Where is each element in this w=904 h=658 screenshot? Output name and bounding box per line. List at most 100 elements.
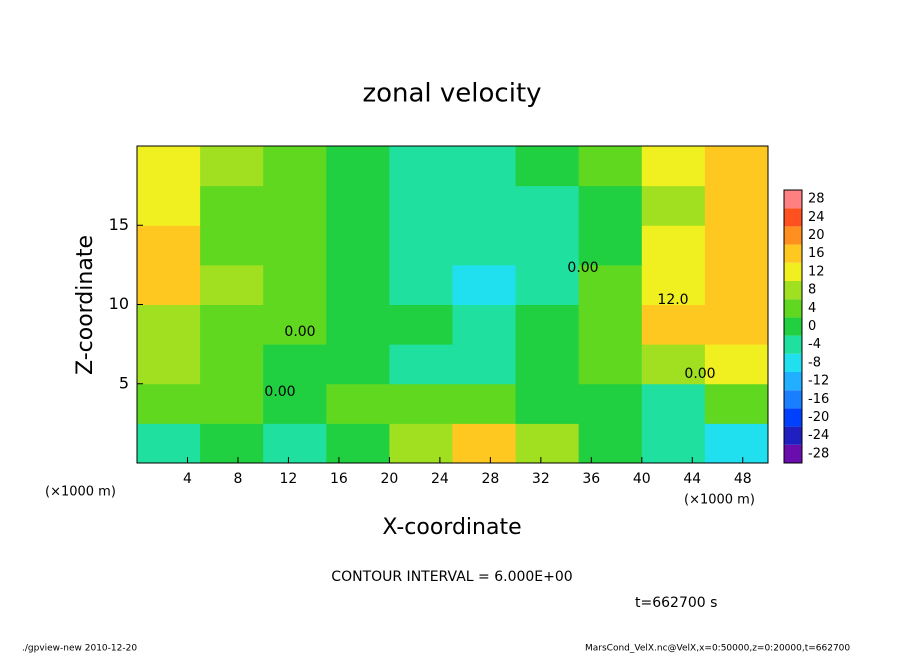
colorbar-swatch [784, 408, 802, 427]
cell [578, 344, 643, 385]
colorbar-swatch [784, 299, 802, 318]
colorbar-swatch [784, 372, 802, 391]
cell [389, 185, 453, 226]
cell [326, 383, 390, 424]
cell [641, 225, 706, 266]
cell [515, 264, 580, 305]
colorbar-swatch [784, 281, 802, 300]
cell [389, 304, 453, 345]
cell [263, 146, 327, 187]
cell [200, 304, 264, 345]
contour-label: 12.0 [657, 292, 688, 308]
y-axis-label: Z-coordinate [73, 235, 98, 375]
cell [200, 344, 264, 385]
cell [389, 146, 453, 187]
colorbar-label: 12 [808, 264, 825, 279]
colorbar-label: 16 [808, 246, 825, 261]
cell [704, 264, 769, 305]
y-unit: (×1000 m) [684, 493, 755, 508]
colorbar-label: -20 [808, 410, 829, 425]
cell [641, 344, 706, 385]
cell [200, 264, 264, 305]
cell [137, 146, 201, 187]
cell [326, 225, 390, 266]
colorbar-label: 28 [808, 192, 825, 207]
cell [452, 185, 517, 226]
colorbar-swatch [784, 190, 802, 209]
time-label: t=662700 s [635, 595, 717, 611]
x-tick-label: 40 [633, 471, 651, 487]
cell [263, 185, 327, 226]
cell [263, 423, 327, 464]
colorbar-swatch [784, 390, 802, 409]
cell [263, 264, 327, 305]
cell [704, 146, 769, 187]
cell [263, 225, 327, 266]
cell [578, 383, 643, 424]
contour-interval: CONTOUR INTERVAL = 6.000E+00 [331, 569, 572, 585]
cell [704, 225, 769, 266]
colorbar-swatch [784, 426, 802, 445]
x-tick-label: 28 [481, 471, 499, 487]
colorbar-label: -28 [808, 446, 829, 461]
x-tick-label: 24 [431, 471, 449, 487]
cell [200, 225, 264, 266]
cell [137, 344, 201, 385]
colorbar-label: -16 [808, 392, 829, 407]
cell [641, 146, 706, 187]
cell [389, 423, 453, 464]
cell [515, 423, 580, 464]
colorbar-swatch [784, 444, 802, 463]
cell [515, 146, 580, 187]
colorbar-swatch [784, 262, 802, 281]
colorbar-label: 4 [808, 301, 816, 316]
cell [641, 185, 706, 226]
cell [326, 185, 390, 226]
x-tick-label: 16 [330, 471, 348, 487]
cell [200, 423, 264, 464]
cell [137, 423, 201, 464]
x-axis-label: X-coordinate [382, 515, 521, 540]
colorbar-swatch [784, 335, 802, 354]
colorbar-label: -24 [808, 428, 829, 443]
cell [200, 146, 264, 187]
cell [578, 264, 643, 305]
x-tick-label: 12 [280, 471, 298, 487]
cell [704, 423, 769, 464]
cell [137, 185, 201, 226]
colorbar-swatch [784, 226, 802, 245]
y-tick-label: 5 [119, 373, 129, 392]
cell [137, 383, 201, 424]
cell [326, 146, 390, 187]
x-unit: (×1000 m) [45, 485, 116, 500]
colorbar-label: 24 [808, 210, 825, 225]
colorbar-label: -8 [808, 355, 821, 370]
cell [389, 383, 453, 424]
cell [515, 344, 580, 385]
cell [452, 423, 517, 464]
cell [452, 225, 517, 266]
colorbar-label: -12 [808, 374, 829, 389]
cell [452, 264, 517, 305]
cell [578, 146, 643, 187]
cell [452, 304, 517, 345]
colorbar-label: 8 [808, 283, 816, 298]
x-tick-label: 8 [233, 471, 242, 487]
y-tick-label: 15 [109, 215, 129, 234]
cell [263, 383, 327, 424]
colorbar-label: -4 [808, 337, 821, 352]
cell [263, 304, 327, 345]
colorbar-swatch [784, 353, 802, 372]
cell [326, 304, 390, 345]
cell [641, 264, 706, 305]
cell [452, 146, 517, 187]
colorbar-swatch [784, 317, 802, 336]
cell [515, 185, 580, 226]
cell [200, 185, 264, 226]
chart-title: zonal velocity [362, 79, 541, 109]
x-tick-label: 32 [532, 471, 550, 487]
colorbar-label: 0 [808, 319, 816, 334]
cell [578, 185, 643, 226]
cell [578, 225, 643, 266]
